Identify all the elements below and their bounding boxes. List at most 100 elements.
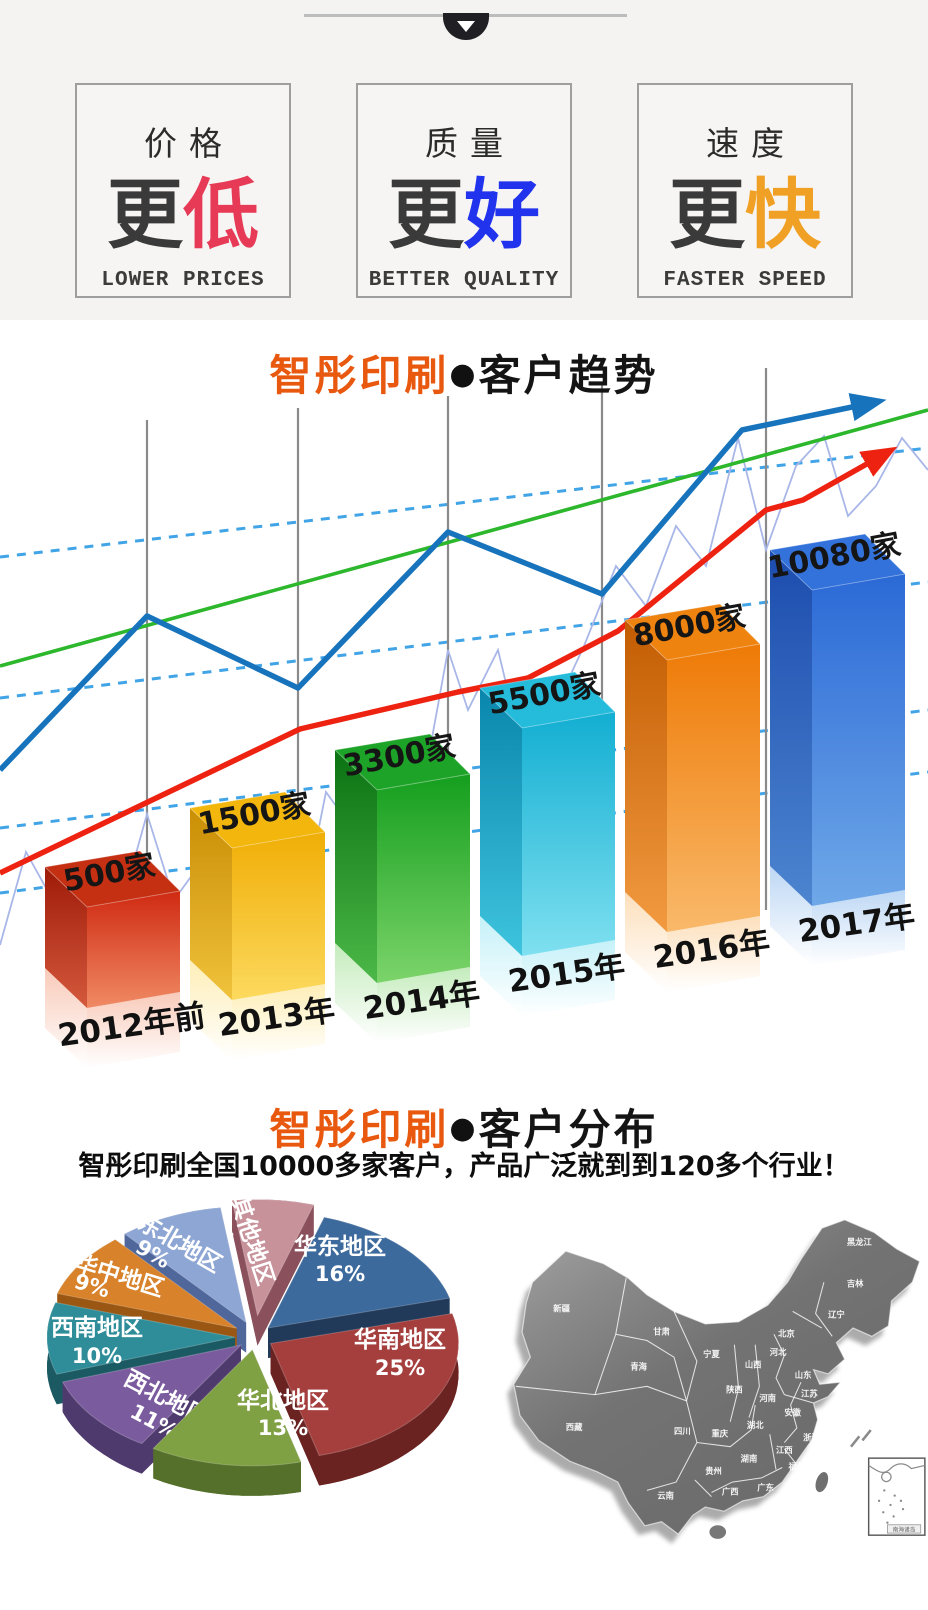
bar-front-face <box>232 832 325 1000</box>
brand-name: 智彤印刷 <box>269 351 450 400</box>
pie-slice-label: 华南地区 25% <box>354 1326 446 1380</box>
province-label: 宁夏 <box>703 1349 720 1359</box>
bar-top-face <box>623 603 762 661</box>
brand-name: 智彤印刷 <box>269 1105 450 1154</box>
big-colored-char: 快 <box>745 170 821 259</box>
province-label: 云南 <box>657 1491 674 1501</box>
trend-title-text: 客户趋势 <box>478 351 659 400</box>
province-border <box>694 1479 712 1498</box>
province-border <box>615 1333 688 1402</box>
province-border <box>773 1334 785 1395</box>
bar-left-face <box>190 808 232 1000</box>
dashed-guide-line <box>0 580 928 700</box>
down-arrow-icon <box>457 21 475 32</box>
benefit-cards-row: 价格 更低 LOWER PRICES 质量 更好 BETTER QUALITY … <box>75 83 853 298</box>
distribution-title: 智彤印刷●客户分布 <box>0 1096 928 1157</box>
card-caption: LOWER PRICES <box>101 269 265 292</box>
province-border <box>769 1434 777 1470</box>
bar-2012年前: 500家 <box>43 848 182 1068</box>
big-colored-char: 好 <box>464 170 540 259</box>
svg-text:13%: 13% <box>258 1416 308 1440</box>
province-border <box>729 1344 740 1422</box>
benefits-section: 价格 更低 LOWER PRICES 质量 更好 BETTER QUALITY … <box>0 0 928 320</box>
bar-top-face <box>43 850 182 908</box>
province-label: 重庆 <box>712 1428 729 1438</box>
bar-front-face <box>377 774 470 983</box>
bar-top-face <box>188 791 327 849</box>
province-label: 湖南 <box>741 1453 758 1463</box>
bar-left-face <box>335 750 377 983</box>
card-title: 价格 <box>144 124 234 163</box>
province-label: 甘肃 <box>653 1326 670 1336</box>
red-trend-line <box>0 446 898 876</box>
bar-top-face <box>333 733 472 791</box>
customer-distribution-pie-chart: 其他地区7%东北地区9%华东地区16%华中地区9%西南地区10%华南地区25%西… <box>46 1193 460 1496</box>
bar-2017年: 10080家 <box>765 527 907 966</box>
bar-2014年: 3300家 <box>333 729 472 1043</box>
province-border <box>673 1311 698 1402</box>
province-border <box>711 1467 783 1493</box>
sea-dash <box>861 1429 872 1442</box>
province-border <box>815 1282 833 1337</box>
province-border <box>515 1385 687 1402</box>
province-border <box>792 1310 823 1329</box>
province-border <box>783 1448 800 1468</box>
card-caption: BETTER QUALITY <box>368 269 560 292</box>
scroll-down-badge <box>443 13 489 40</box>
blue-trend-line <box>0 393 887 772</box>
zigzag-line <box>0 434 928 958</box>
benefit-card-speed: 速度 更快 FASTER SPEED <box>637 83 853 298</box>
svg-text:25%: 25% <box>375 1356 425 1380</box>
province-label: 青海 <box>630 1362 647 1372</box>
title-dot-icon: ● <box>449 357 479 392</box>
province-label: 北京 <box>778 1328 795 1338</box>
province-border <box>784 1394 814 1404</box>
benefit-card-quality: 质量 更好 BETTER QUALITY <box>356 83 572 298</box>
bar-2013年: 1500家 <box>188 787 327 1060</box>
distribution-title-text: 客户分布 <box>478 1105 659 1154</box>
benefit-card-price: 价格 更低 LOWER PRICES <box>75 83 291 298</box>
card-big-text: 更低 <box>77 175 289 255</box>
bar-front-face <box>87 891 180 1008</box>
province-label: 江西 <box>776 1445 793 1455</box>
svg-text:华北地区: 华北地区 <box>237 1387 329 1414</box>
pie-slice-label: 西南地区 10% <box>51 1315 143 1368</box>
big-black-char: 更 <box>388 170 464 259</box>
customer-distribution-section: 智彤印刷●客户分布 智彤印刷全国10000多家客户，产品广泛就到到120多个行业… <box>0 1080 928 1610</box>
hainan-island <box>709 1525 727 1539</box>
province-label: 广西 <box>722 1487 739 1497</box>
card-big-text: 更好 <box>358 175 570 255</box>
bar-front-face <box>522 712 615 956</box>
province-label: 辽宁 <box>828 1310 845 1320</box>
svg-text:西南地区: 西南地区 <box>51 1315 143 1341</box>
distribution-subtitle: 智彤印刷全国10000多家客户，产品广泛就到到120多个行业！ <box>78 1151 850 1182</box>
card-title: 速度 <box>706 124 796 163</box>
dashed-guide-line <box>0 446 928 559</box>
province-label: 内蒙古 <box>724 1280 750 1290</box>
province-label: 黑龙江 <box>847 1237 873 1247</box>
pie-slice-其他地区: 其他地区7% <box>204 1193 315 1346</box>
taiwan-island <box>815 1472 829 1493</box>
big-colored-char: 低 <box>183 170 259 259</box>
province-label: 山西 <box>745 1360 762 1370</box>
card-caption: FASTER SPEED <box>663 269 827 292</box>
trend-title: 智彤印刷●客户趋势 <box>0 342 928 403</box>
big-black-char: 更 <box>669 170 745 259</box>
province-label: 山东 <box>795 1370 812 1380</box>
province-label: 广东 <box>757 1482 774 1492</box>
china-outline <box>513 1219 921 1536</box>
bar-top-face <box>478 671 617 729</box>
bar-front-face <box>812 574 905 906</box>
big-black-char: 更 <box>107 170 183 259</box>
bar-front-face <box>667 644 760 932</box>
bar-2016年: 8000家 <box>623 599 762 992</box>
province-border <box>646 1400 698 1491</box>
inset-label: 南海诸岛 <box>893 1526 916 1534</box>
province-label: 吉林 <box>847 1278 864 1288</box>
province-border <box>696 1404 756 1448</box>
